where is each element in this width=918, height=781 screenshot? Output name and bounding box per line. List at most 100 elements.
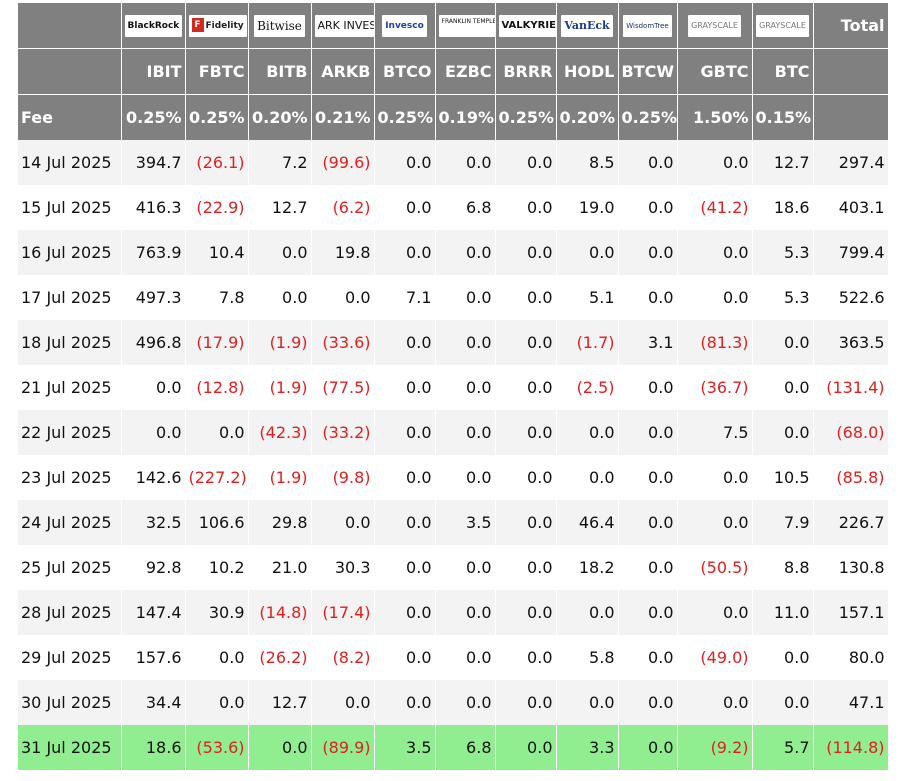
flow-cell: 3.1 [618,320,678,365]
flow-cell: 7.1 [374,275,436,320]
table-row: 18 Jul 2025 496.8 (17.9) (1.9) (33.6) 0.0 0.0 0… [18,320,889,365]
total-cell: 799.4 [813,230,889,275]
flow-cell: 0.0 [677,230,753,275]
flow-cell: 18.6 [752,185,814,230]
flow-cell: 0.0 [311,275,375,320]
flow-cell: 0.0 [435,455,496,500]
table-row: 25 Jul 2025 92.8 10.2 21.0 30.3 0.0 0.0 0.0 18.2… [18,545,889,590]
flow-cell: 6.8 [435,185,496,230]
flow-cell: 21.0 [248,545,312,590]
flow-cell: 0.0 [556,590,619,635]
date-cell: 29 Jul 2025 [18,635,122,680]
flow-cell: 0.0 [374,365,436,410]
fee-cell: 0.20% [556,94,619,140]
fee-cell: 0.25% [121,94,186,140]
flow-cell: 30.3 [311,545,375,590]
table-row: 29 Jul 2025 157.6 0.0 (26.2) (8.2) 0.0 0.0 0.0 5… [18,635,889,680]
flow-cell: 0.0 [435,410,496,455]
table-row: 17 Jul 2025 497.3 7.8 0.0 0.0 7.1 0.0 0.0 5.1 0.0… [18,275,889,320]
table-row: 22 Jul 2025 0.0 0.0 (42.3) (33.2) 0.0 0.0 0.0 0.… [18,410,889,455]
flow-cell: 0.0 [556,455,619,500]
table-row: 21 Jul 2025 0.0 (12.8) (1.9) (77.5) 0.0 0.0 0.0… [18,365,889,410]
flow-cell: (50.5) [677,545,753,590]
flow-cell: (2.5) [556,365,619,410]
issuer-logo-cell: VALKYRIE [495,3,557,49]
flow-cell: 0.0 [677,500,753,545]
flow-cell: 0.0 [374,185,436,230]
flow-cell: (89.9) [311,725,375,770]
invesco-logo: Invesco [382,14,427,37]
logo-corner-cell [18,3,122,49]
issuer-logo-cell: ARK INVEST [311,3,375,49]
ticker-corner-cell [18,48,122,95]
date-cell: 14 Jul 2025 [18,140,122,185]
flow-cell: 496.8 [121,320,186,365]
flow-cell: 0.0 [556,410,619,455]
flow-cell: 12.7 [248,680,312,725]
flow-cell: (17.4) [311,590,375,635]
fee-cell: 1.50% [677,94,753,140]
flow-cell: 0.0 [677,590,753,635]
flow-cell: 0.0 [618,140,678,185]
flow-cell: 0.0 [435,590,496,635]
flow-cell: 0.0 [435,230,496,275]
flow-cell: 18.6 [121,725,186,770]
flow-cell: 0.0 [618,680,678,725]
total-cell: 403.1 [813,185,889,230]
table-row-highlighted: 31 Jul 2025 18.6 (53.6) 0.0 (89.9) 3.5 6.8 0.0 3… [18,725,889,770]
flow-cell: (99.6) [311,140,375,185]
flow-cell: 0.0 [556,230,619,275]
date-cell: 15 Jul 2025 [18,185,122,230]
flow-cell: 0.0 [556,680,619,725]
flow-cell: 0.0 [677,140,753,185]
flow-cell: 0.0 [374,140,436,185]
flow-cell: 157.6 [121,635,186,680]
flow-cell: 0.0 [618,545,678,590]
flow-cell: 10.4 [185,230,249,275]
ticker-header: BITB [248,48,312,95]
flow-cell: 0.0 [185,410,249,455]
fee-cell: 0.19% [435,94,496,140]
flow-cell: 7.9 [752,500,814,545]
flow-cell: 0.0 [677,455,753,500]
flow-cell: 5.7 [752,725,814,770]
flow-cell: 30.9 [185,590,249,635]
flow-cell: 10.5 [752,455,814,500]
flow-cell: (17.9) [185,320,249,365]
flow-cell: 0.0 [495,500,557,545]
flow-cell: 147.4 [121,590,186,635]
flow-cell: (1.9) [248,320,312,365]
flow-cell: 497.3 [121,275,186,320]
flow-cell: 0.0 [374,680,436,725]
flow-cell: 416.3 [121,185,186,230]
fee-cell: 0.21% [311,94,375,140]
flow-cell: 0.0 [752,320,814,365]
flow-cell: 0.0 [435,680,496,725]
flow-cell: 0.0 [752,680,814,725]
flow-cell: 0.0 [752,635,814,680]
fee-cell: 0.15% [752,94,814,140]
flow-cell: 0.0 [374,635,436,680]
flow-cell: (6.2) [311,185,375,230]
flow-cell: (81.3) [677,320,753,365]
ticker-total-spacer [813,48,889,95]
flow-cell: 0.0 [374,230,436,275]
flow-cell: 5.1 [556,275,619,320]
date-cell: 17 Jul 2025 [18,275,122,320]
flow-cell: 0.0 [185,680,249,725]
issuer-logo-cell: GRAYSCALE [752,3,814,49]
total-cell: 47.1 [813,680,889,725]
issuer-logo-cell: FRANKLIN TEMPLETON [435,3,496,49]
flow-cell: 0.0 [121,365,186,410]
total-cell: 80.0 [813,635,889,680]
flow-cell: 0.0 [618,230,678,275]
flow-cell: 46.4 [556,500,619,545]
table-row: 30 Jul 2025 34.4 0.0 12.7 0.0 0.0 0.0 0.0 0.0 0.0… [18,680,889,725]
fee-cell: 0.25% [374,94,436,140]
total-cell: (85.8) [813,455,889,500]
grayscale-logo: GRAYSCALE [688,14,741,37]
flow-cell: (9.2) [677,725,753,770]
total-cell: (114.8) [813,725,889,770]
flow-cell: 0.0 [311,500,375,545]
